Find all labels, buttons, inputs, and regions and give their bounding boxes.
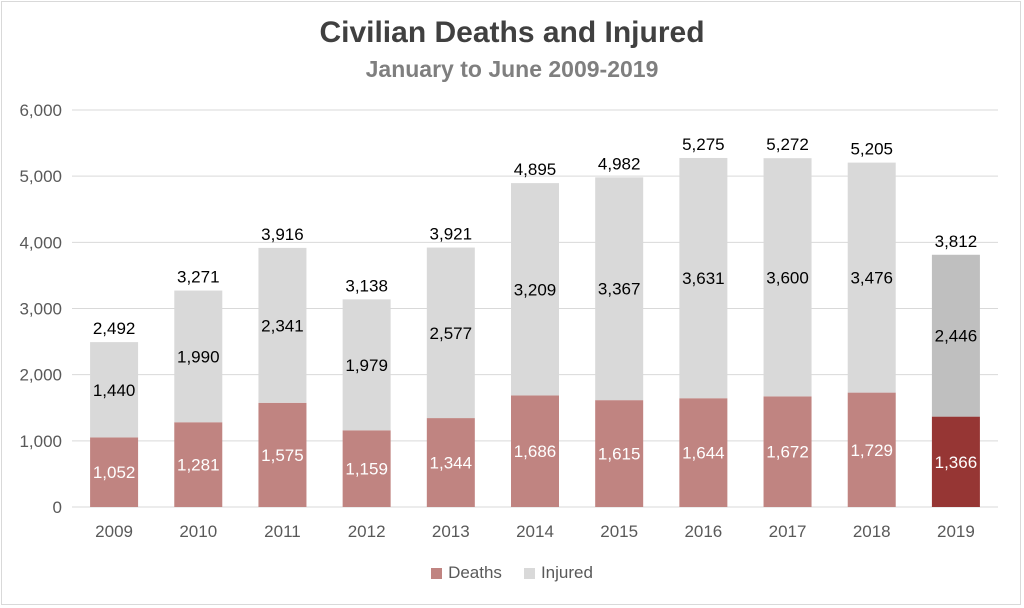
data-label-deaths: 1,159 (345, 460, 388, 479)
bar-deaths (511, 395, 559, 507)
chart-legend: Deaths Injured (0, 563, 1024, 583)
data-label-deaths: 1,729 (850, 441, 893, 460)
bar-deaths (342, 430, 391, 507)
data-label-total: 3,812 (935, 232, 978, 251)
bar-injured (847, 162, 896, 393)
data-label-injured: 3,631 (682, 269, 725, 288)
y-tick-label: 3,000 (19, 300, 62, 319)
y-tick-label: 6,000 (19, 101, 62, 120)
x-tick-label: 2017 (769, 522, 807, 541)
bar-deaths (174, 422, 223, 507)
data-label-injured: 2,446 (935, 327, 978, 346)
data-label-total: 3,271 (177, 268, 220, 287)
data-label-injured: 1,990 (177, 347, 220, 366)
bar-injured (763, 158, 812, 397)
bar-deaths (931, 416, 980, 507)
data-label-total: 3,138 (345, 276, 388, 295)
y-tick-label: 0 (53, 498, 62, 517)
bar-injured (595, 177, 644, 401)
legend-item-deaths: Deaths (431, 563, 502, 583)
data-label-deaths: 1,344 (430, 454, 473, 473)
data-label-total: 5,272 (766, 135, 809, 154)
bar-deaths (426, 418, 475, 507)
bar-injured (426, 247, 475, 419)
bar-injured (342, 299, 391, 431)
bar-deaths (258, 402, 307, 507)
chart-subtitle: January to June 2009-2019 (365, 56, 659, 82)
bar-injured (931, 254, 980, 417)
bar-injured (679, 157, 728, 399)
data-label-total: 3,916 (261, 225, 304, 244)
data-label-deaths: 1,644 (682, 444, 725, 463)
bar-deaths (763, 396, 812, 507)
data-label-total: 4,982 (598, 154, 641, 173)
x-tick-label: 2016 (684, 522, 722, 541)
bar-injured (90, 342, 139, 438)
y-tick-label: 5,000 (19, 167, 62, 186)
legend-label-injured: Injured (540, 563, 593, 582)
bar-injured (511, 183, 559, 396)
legend-swatch-deaths (431, 567, 443, 579)
bar-injured (174, 290, 223, 423)
bar-injured (258, 247, 307, 403)
bar-deaths (90, 437, 139, 507)
x-tick-label: 2019 (937, 522, 975, 541)
data-label-deaths: 1,366 (935, 453, 978, 472)
data-label-total: 4,895 (514, 160, 557, 179)
x-tick-label: 2010 (179, 522, 217, 541)
bar-deaths (679, 398, 728, 507)
y-tick-label: 1,000 (19, 432, 62, 451)
x-tick-label: 2015 (600, 522, 638, 541)
data-label-total: 5,275 (682, 135, 725, 154)
legend-label-deaths: Deaths (448, 563, 502, 582)
data-label-total: 5,205 (850, 140, 893, 159)
data-label-total: 3,921 (430, 225, 473, 244)
x-tick-label: 2013 (432, 522, 470, 541)
data-label-injured: 3,367 (598, 280, 641, 299)
data-label-deaths: 1,686 (514, 442, 557, 461)
x-tick-label: 2011 (264, 522, 301, 541)
data-label-deaths: 1,672 (766, 443, 809, 462)
data-label-injured: 3,476 (850, 269, 893, 288)
legend-swatch-injured (523, 567, 535, 579)
bar-deaths (595, 400, 644, 507)
x-tick-label: 2009 (95, 522, 133, 541)
data-label-deaths: 1,575 (261, 446, 304, 465)
y-tick-label: 2,000 (19, 366, 62, 385)
x-tick-label: 2014 (516, 522, 554, 541)
bar-deaths (847, 392, 896, 507)
data-label-deaths: 1,615 (598, 445, 641, 464)
y-tick-label: 4,000 (19, 233, 62, 252)
data-label-injured: 3,600 (766, 268, 809, 287)
legend-item-injured: Injured (523, 563, 593, 583)
x-tick-label: 2012 (348, 522, 386, 541)
data-label-injured: 2,577 (430, 324, 473, 343)
data-label-deaths: 1,281 (177, 456, 220, 475)
data-label-injured: 1,440 (93, 381, 136, 400)
chart-title: Civilian Deaths and Injured (319, 16, 705, 49)
x-tick-label: 2018 (853, 522, 891, 541)
data-label-deaths: 1,052 (93, 463, 136, 482)
data-label-total: 2,492 (93, 319, 136, 338)
data-label-injured: 3,209 (514, 280, 557, 299)
data-label-injured: 2,341 (261, 316, 304, 335)
data-label-injured: 1,979 (345, 356, 388, 375)
